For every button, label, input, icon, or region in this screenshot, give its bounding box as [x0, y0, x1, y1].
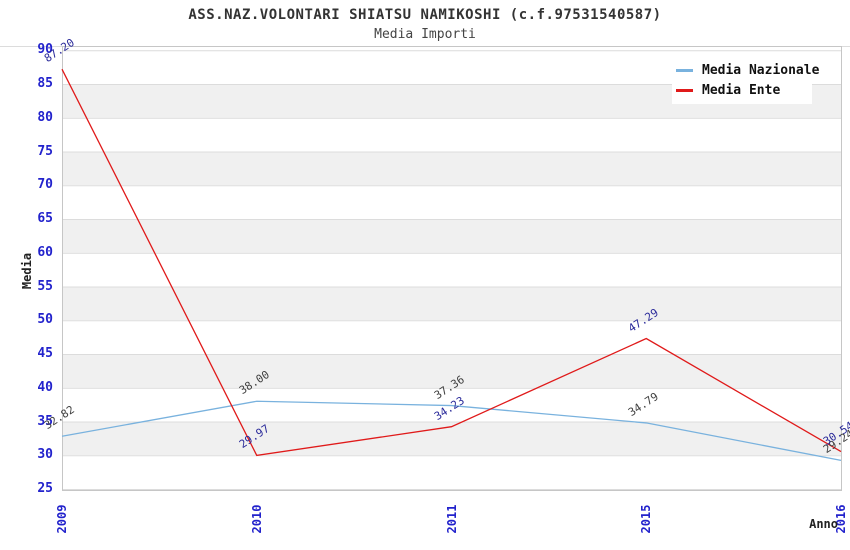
y-tick-label: 50: [37, 312, 53, 328]
series-line-media-nazionale: [61, 400, 842, 462]
y-axis-label: Media: [20, 252, 34, 290]
legend-item-media-nazionale: Media Nazionale: [676, 60, 819, 80]
plot-band: [62, 387, 841, 422]
plot-band: [62, 252, 841, 287]
y-tick-label: 80: [37, 109, 53, 125]
y-tick-label: 35: [37, 413, 53, 429]
legend-line-swatch-nazionale: [676, 68, 693, 72]
y-tick-label: 55: [37, 278, 53, 294]
plot-band: [62, 117, 841, 152]
plot-border: [62, 46, 842, 491]
chart-subtitle: Media Importi: [374, 27, 476, 42]
y-tick-label: 85: [37, 76, 53, 91]
y-tick-label: 25: [37, 481, 53, 496]
y-tick-label: 30: [37, 447, 53, 463]
series-line-media-ente: [61, 68, 842, 457]
x-tick-label: 2010: [249, 504, 264, 534]
y-tick-label: 60: [37, 244, 53, 260]
y-tick-label: 45: [37, 346, 53, 361]
plot-band: [62, 354, 841, 388]
plot-band: [62, 320, 841, 354]
y-tick-label: 70: [37, 177, 53, 193]
x-axis-label: Anno: [809, 517, 838, 531]
plot-band: [62, 185, 841, 219]
chart-title: ASS.NAZ.VOLONTARI SHIATSU NAMIKOSHI (c.f…: [188, 7, 662, 23]
legend-line-swatch-ente: [676, 88, 693, 92]
legend-item-media-ente: Media Ente: [676, 80, 808, 100]
plot-band: [62, 455, 841, 489]
y-tick-label: 75: [37, 143, 53, 159]
x-tick-label: 2015: [639, 504, 654, 534]
plot-band: [62, 151, 841, 186]
y-tick-label: 40: [37, 379, 53, 395]
x-tick-label: 2009: [55, 504, 69, 534]
legend-label: Media Nazionale: [702, 62, 820, 78]
legend: Media Nazionale Media Ente: [672, 57, 819, 104]
plot-band: [62, 219, 841, 253]
legend-label: Media Ente: [702, 82, 781, 98]
plot-band: [62, 286, 841, 321]
y-tick-label: 90: [37, 42, 53, 58]
x-tick-label: 2011: [444, 504, 459, 534]
y-tick-label: 65: [37, 211, 53, 226]
